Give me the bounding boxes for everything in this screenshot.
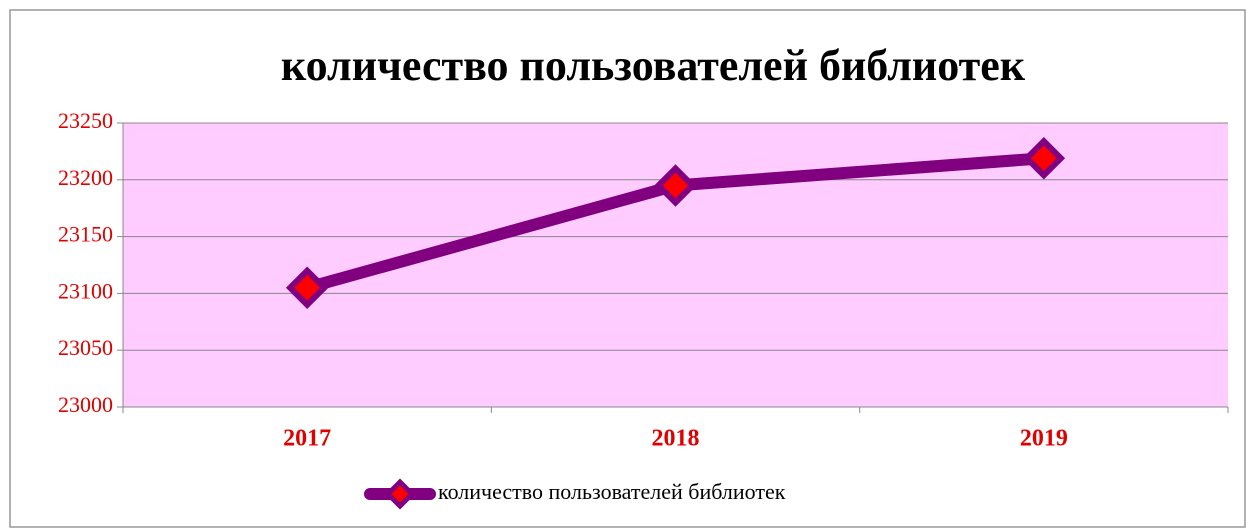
y-tick-label: 23050 bbox=[58, 335, 113, 360]
y-tick-label: 23250 bbox=[58, 108, 113, 133]
y-tick-label: 23150 bbox=[58, 222, 113, 247]
point-marker bbox=[285, 266, 329, 309]
legend-marker bbox=[384, 478, 416, 510]
legend-label: количество пользователей библиотек bbox=[438, 479, 786, 504]
x-tick-label: 2019 bbox=[1020, 426, 1068, 452]
y-tick-label: 23100 bbox=[58, 278, 113, 303]
chart-title: количество пользователей библиотек bbox=[281, 41, 1026, 90]
point-marker bbox=[654, 164, 697, 207]
x-tick-label: 2018 bbox=[652, 426, 700, 452]
y-tick-label: 23200 bbox=[58, 165, 113, 190]
x-tick-label: 2017 bbox=[283, 426, 331, 452]
point-marker bbox=[1022, 136, 1066, 180]
y-tick-label: 23000 bbox=[58, 392, 113, 417]
